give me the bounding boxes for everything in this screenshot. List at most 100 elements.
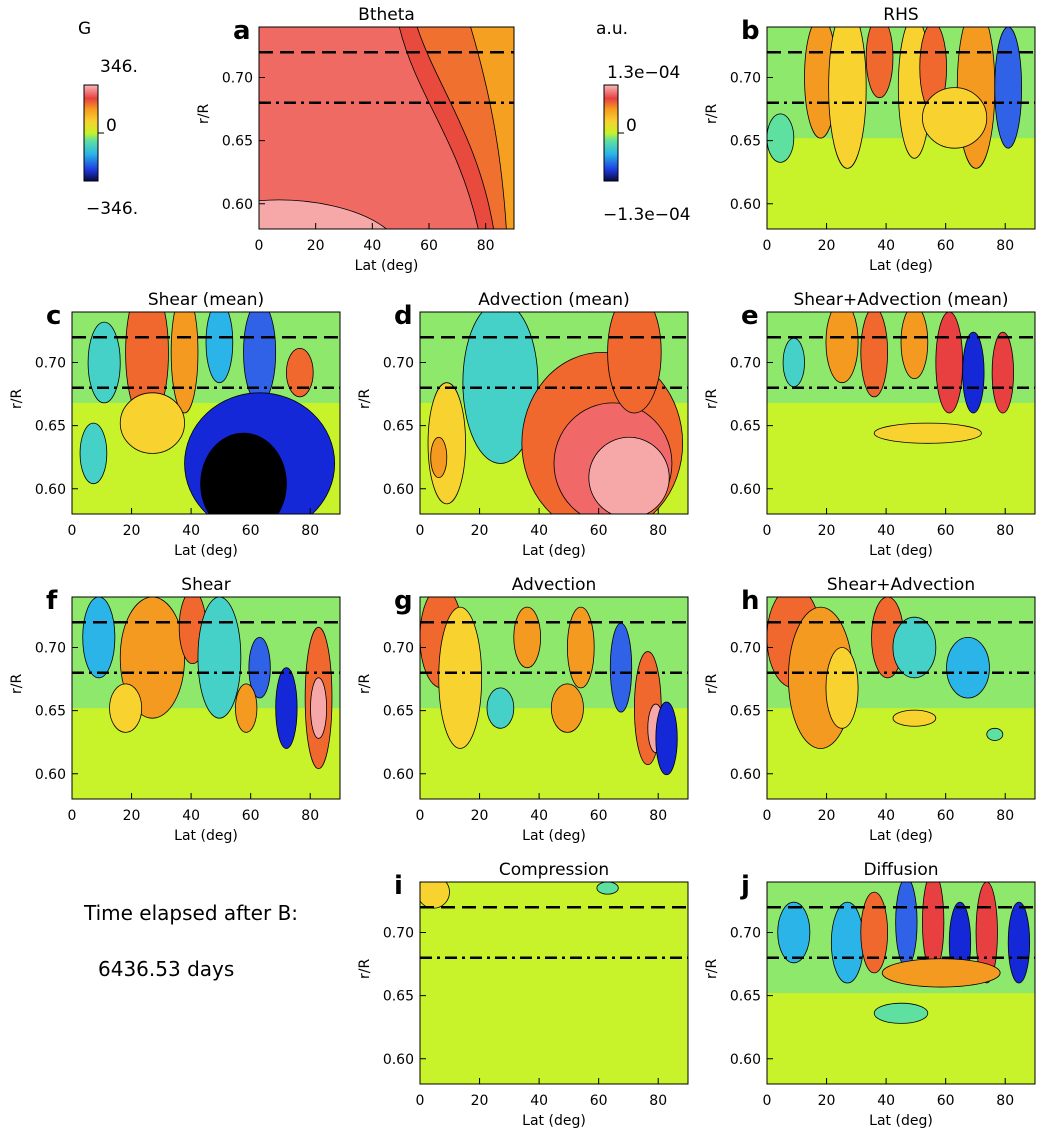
x-tick-label: 0: [416, 808, 425, 824]
elapsed-label: Time elapsed after B:: [83, 901, 298, 925]
contour-region: [310, 677, 327, 739]
y-axis-label: r/R: [9, 673, 25, 693]
colorbar-min-label: −346.: [86, 199, 138, 219]
x-tick-label: 40: [877, 238, 895, 254]
y-tick-label: 0.70: [35, 641, 66, 657]
x-tick-label: 0: [763, 1093, 772, 1109]
x-tick-label: 0: [68, 808, 77, 824]
x-tick-label: 60: [937, 523, 955, 539]
x-tick-label: 20: [818, 238, 836, 254]
x-tick-label: 20: [818, 523, 836, 539]
x-tick-label: 20: [471, 1093, 489, 1109]
x-tick-label: 20: [818, 1093, 836, 1109]
contour-region: [550, 683, 584, 733]
plot-frame: [766, 311, 1036, 515]
heatmap-field: [767, 882, 1035, 1084]
heatmap-field: [72, 312, 340, 514]
panel-e: 0 20 40 60 80 0.60 0.65 0.70 Lat (deg) r/R Shear+A…: [704, 290, 1036, 559]
contour-region: [830, 901, 864, 984]
panel-title: Shear+Advection (mean): [793, 290, 1008, 310]
y-tick-label: 0.65: [730, 134, 761, 150]
heatmap-field: [72, 597, 340, 799]
y-tick-label: 0.60: [383, 1052, 414, 1068]
y-tick-label: 0.70: [222, 71, 253, 87]
x-tick-label: 80: [649, 1093, 667, 1109]
contour-region: [79, 422, 108, 485]
panel-c: 0 20 40 60 80 0.60 0.65 0.70 Lat (deg) r/R Shear (…: [9, 290, 341, 559]
heatmap-field: [767, 27, 1035, 229]
x-tick-label: 80: [301, 523, 319, 539]
contour-region: [119, 597, 185, 719]
x-tick-label: 20: [123, 808, 141, 824]
y-tick-label: 0.70: [383, 356, 414, 372]
panel-i: 0 20 40 60 80 0.60 0.65 0.70 Lat (deg) r/R Compres…: [357, 860, 689, 1129]
contour-region: [438, 606, 483, 749]
panel-title: Shear (mean): [148, 290, 264, 310]
heatmap-field: [420, 882, 688, 1084]
x-tick-label: 60: [420, 238, 438, 254]
y-tick-label: 0.70: [730, 356, 761, 372]
panel-a: 0 20 40 60 80 0.60 0.65 0.70 Lat (deg) r/R Btheta a: [196, 5, 515, 274]
x-tick-label: 0: [68, 523, 77, 539]
y-tick-label: 0.65: [730, 704, 761, 720]
panel-title: Advection (mean): [478, 290, 629, 310]
contour-region: [825, 647, 859, 729]
colorbar-zero-label: 0: [626, 116, 637, 136]
y-tick-label: 0.60: [35, 482, 66, 498]
x-tick-label: 80: [649, 523, 667, 539]
plot-frame: [71, 596, 341, 800]
y-axis-label: r/R: [196, 103, 212, 123]
panel-letter: c: [46, 301, 61, 331]
panel-letter: f: [46, 586, 58, 616]
plot-frame: [258, 26, 515, 230]
contour-region: [200, 432, 287, 514]
contour-region: [596, 882, 619, 895]
y-tick-label: 0.60: [383, 482, 414, 498]
panel-g: 0 20 40 60 80 0.60 0.65 0.70 Lat (deg) r/R Advecti…: [357, 575, 689, 844]
heatmap-field: [767, 597, 1035, 799]
contour-region: [248, 637, 271, 699]
x-tick-label: 40: [530, 523, 548, 539]
plot-frame: [766, 596, 1036, 800]
x-tick-label: 20: [471, 523, 489, 539]
elapsed-value: 6436.53 days: [98, 957, 234, 981]
panel-letter: j: [740, 871, 750, 901]
x-tick-label: 40: [182, 808, 200, 824]
colorbar-au: a.u. 1.3e−04 0 −1.3e−04: [596, 19, 691, 225]
y-axis-label: r/R: [357, 388, 373, 408]
y-axis-label: r/R: [357, 958, 373, 978]
y-tick-label: 0.65: [730, 419, 761, 435]
contour-region: [197, 597, 242, 719]
field-region: [420, 882, 688, 1084]
y-tick-label: 0.70: [383, 641, 414, 657]
x-tick-label: 20: [818, 808, 836, 824]
plot-frame: [71, 311, 341, 515]
contour-region: [430, 436, 448, 479]
contour-region: [420, 882, 450, 909]
x-axis-label: Lat (deg): [174, 828, 238, 844]
y-tick-label: 0.60: [730, 197, 761, 213]
contour-region: [275, 667, 298, 749]
contour-region: [486, 687, 515, 729]
x-tick-label: 60: [590, 523, 608, 539]
contour-region: [513, 606, 541, 669]
x-tick-label: 40: [182, 523, 200, 539]
heatmap-field: [259, 27, 514, 229]
contour-region: [767, 113, 795, 163]
x-axis-label: Lat (deg): [869, 828, 933, 844]
heatmap-field: [420, 312, 688, 514]
panel-d: 0 20 40 60 80 0.60 0.65 0.70 Lat (deg) r/R Advecti…: [357, 290, 689, 559]
contour-region: [873, 422, 982, 444]
contour-region: [609, 622, 633, 713]
x-tick-label: 0: [763, 238, 772, 254]
x-tick-label: 0: [416, 1093, 425, 1109]
contour-region: [1007, 901, 1031, 984]
x-tick-label: 0: [255, 238, 264, 254]
y-tick-label: 0.70: [730, 71, 761, 87]
y-tick-label: 0.65: [730, 989, 761, 1005]
x-axis-label: Lat (deg): [522, 543, 586, 559]
x-tick-label: 40: [877, 1093, 895, 1109]
y-tick-label: 0.70: [383, 926, 414, 942]
contour-region: [895, 882, 918, 968]
x-tick-label: 60: [937, 1093, 955, 1109]
